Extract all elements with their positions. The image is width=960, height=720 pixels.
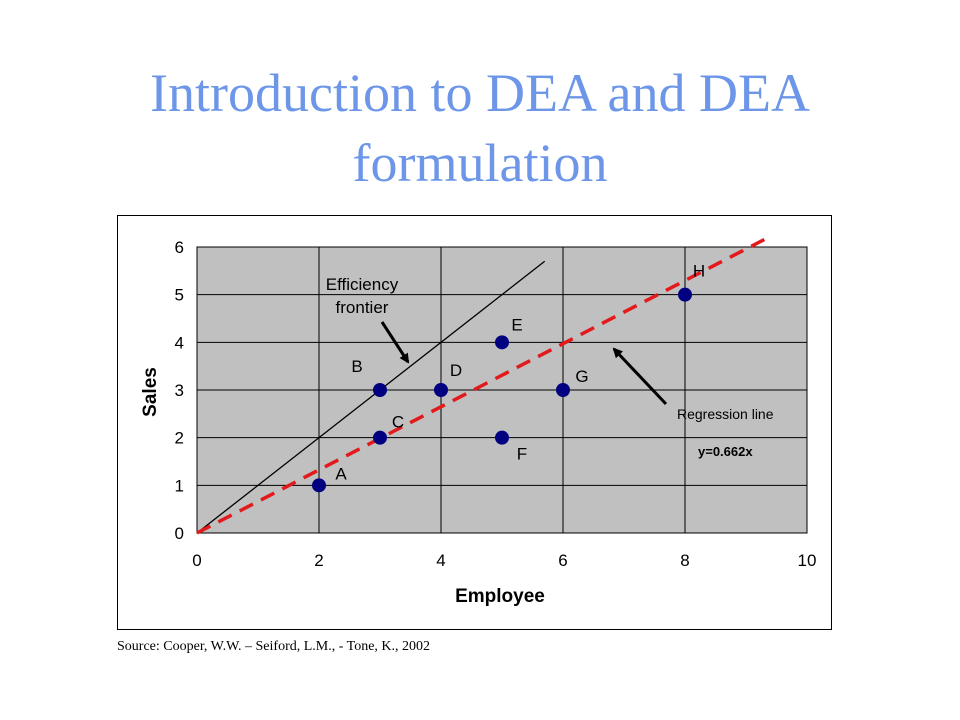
y-axis-label: Sales — [140, 367, 161, 417]
x-tick-labels: 0 2 4 6 8 10 — [192, 551, 816, 570]
point-label-a: A — [335, 464, 347, 483]
source-citation: Source: Cooper, W.W. – Seiford, L.M., - … — [117, 639, 431, 654]
x-tick-label: 10 — [798, 551, 817, 570]
x-tick-label: 6 — [558, 551, 567, 570]
efficiency-frontier-line — [196, 260, 546, 534]
point-label-d: D — [450, 361, 462, 380]
slide-title: Introduction to DEA and DEA formulation — [0, 58, 960, 198]
frontier-annotation-line2: frontier — [336, 298, 389, 317]
y-tick-labels: 0 1 2 3 4 5 6 — [175, 238, 184, 543]
point-label-c: C — [392, 413, 404, 432]
slide-title-line2: formulation — [352, 133, 608, 193]
x-tick-label: 8 — [680, 551, 689, 570]
point-label-e: E — [511, 315, 522, 334]
data-point-d — [434, 383, 448, 397]
point-label-b: B — [351, 357, 362, 376]
y-tick-label: 4 — [175, 333, 184, 352]
frontier-arrow — [380, 321, 410, 364]
point-label-h: H — [693, 262, 705, 281]
data-point-f — [495, 430, 509, 445]
point-labels: A B C D E F G H — [335, 262, 705, 484]
data-point-g — [556, 383, 570, 397]
y-tick-label: 0 — [175, 524, 184, 543]
slide-title-line1: Introduction to DEA and DEA — [150, 63, 810, 123]
regression-annotation: Regression line — [677, 406, 774, 422]
data-point-e — [495, 335, 509, 350]
frontier-annotation-line1: Efficiency — [326, 275, 399, 294]
regression-equation: y=0.662x — [698, 444, 753, 459]
regression-line — [196, 237, 766, 535]
y-tick-label: 2 — [175, 429, 184, 448]
x-tick-label: 4 — [436, 551, 445, 570]
data-point-h — [678, 287, 692, 302]
y-tick-label: 5 — [175, 286, 184, 305]
data-points — [312, 287, 692, 493]
y-tick-label: 1 — [175, 476, 184, 495]
regression-arrow — [612, 347, 668, 406]
x-tick-label: 0 — [192, 551, 201, 570]
data-point-a — [312, 478, 326, 493]
y-tick-label: 3 — [175, 381, 184, 400]
x-axis-label: Employee — [455, 586, 545, 607]
data-point-b — [373, 383, 387, 397]
x-tick-label: 2 — [314, 551, 323, 570]
data-point-c — [373, 430, 387, 445]
point-label-f: F — [517, 445, 527, 464]
point-label-g: G — [575, 367, 588, 386]
y-tick-label: 6 — [175, 238, 184, 257]
